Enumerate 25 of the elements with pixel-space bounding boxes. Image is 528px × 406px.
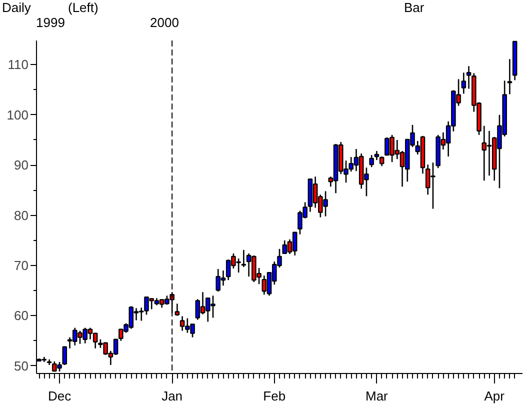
candlestick xyxy=(174,303,180,316)
candlestick xyxy=(241,249,246,268)
candlestick xyxy=(507,58,512,95)
x-tick-label: Jan xyxy=(162,388,183,404)
x-tick-label: Mar xyxy=(366,388,389,404)
candlestick xyxy=(461,72,466,94)
text: 1999 xyxy=(36,15,65,30)
x-tick-label: Dec xyxy=(48,388,72,404)
y-tick-label: 80 xyxy=(14,208,29,223)
y-tick-label: 90 xyxy=(14,158,29,173)
x-tick-label: Apr xyxy=(484,388,506,404)
candlestick xyxy=(374,150,380,161)
candlestick xyxy=(369,154,374,168)
y-tick-label: 60 xyxy=(14,308,29,324)
candlestick xyxy=(379,156,384,167)
y-tick-label: 50 xyxy=(14,358,29,374)
x-tick-label: Feb xyxy=(263,388,286,404)
y-tick-label: 110 xyxy=(8,57,29,72)
text: 2000 xyxy=(150,15,179,30)
text: (Left) xyxy=(68,0,98,15)
text: Daily xyxy=(2,0,31,15)
y-tick-label: 100 xyxy=(6,107,29,122)
text: Bar xyxy=(404,0,424,15)
y-tick-label: 70 xyxy=(14,258,29,274)
candlestick xyxy=(62,346,68,366)
